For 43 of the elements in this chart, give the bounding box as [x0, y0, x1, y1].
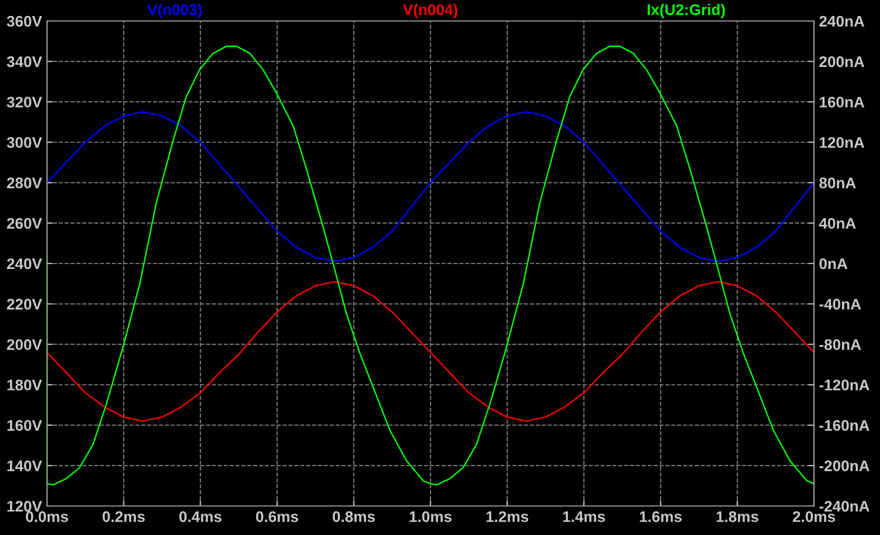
y-tick-label: 300V	[6, 137, 42, 148]
y-tick-label: 240V	[6, 258, 42, 270]
y-tick-label: 220V	[6, 298, 42, 310]
y2-tick-label: 120nA	[820, 137, 864, 148]
y2-tick-label: -120nA	[819, 380, 870, 390]
y-tick-label: 180V	[7, 380, 42, 390]
y2-tick-label: -160nA	[819, 420, 870, 431]
x-tick-label: 0.6ms	[256, 511, 298, 522]
y-tick-label: 340V	[6, 56, 42, 68]
text: Ix(U2:Grid)	[648, 4, 725, 18]
y2-tick-label: 40nA	[819, 218, 856, 229]
x-tick-label: 1.0ms	[410, 511, 452, 522]
x-tick-label: 1.8ms	[716, 511, 758, 522]
y2-tick-label: 160nA	[820, 96, 864, 108]
x-tick-label: 1.6ms	[640, 511, 682, 522]
line-series	[47, 280, 814, 422]
y-tick-label: 140V	[7, 460, 42, 472]
y2-tick-label: 240nA	[819, 16, 864, 27]
line-series	[47, 46, 814, 486]
y2-tick-label: 0nA	[819, 258, 848, 270]
y2-tick-label: -80nA	[819, 339, 861, 350]
y2-tick-label: -40nA	[819, 298, 861, 310]
x-tick-label: 1.2ms	[486, 511, 528, 522]
x-tick-label: 2.0ms	[792, 511, 836, 522]
y-tick-label: 160V	[7, 420, 42, 431]
y2-tick-label: -240nA	[819, 500, 870, 512]
y-tick-label: 260V	[6, 218, 42, 229]
x-tick-label: 0.2ms	[102, 511, 145, 522]
text: V(n003)	[147, 4, 202, 18]
y2-tick-label: 80nA	[819, 178, 856, 188]
y2-tick-label: -200nA	[819, 460, 870, 472]
y2-tick-label: 200nA	[819, 56, 864, 68]
line-series	[47, 111, 814, 262]
x-tick-label: 0.8ms	[332, 511, 375, 522]
y-tick-label: 360V	[6, 16, 42, 27]
x-tick-label: 0.0ms	[26, 511, 68, 522]
y-tick-label: 320V	[6, 96, 42, 108]
y-tick-label: 200V	[6, 339, 42, 350]
y-tick-label: 120V	[7, 500, 42, 512]
x-tick-label: 0.4ms	[179, 511, 222, 522]
text: V(n004)	[403, 4, 458, 18]
y-tick-label: 280V	[6, 178, 42, 188]
x-tick-label: 1.4ms	[563, 511, 605, 522]
